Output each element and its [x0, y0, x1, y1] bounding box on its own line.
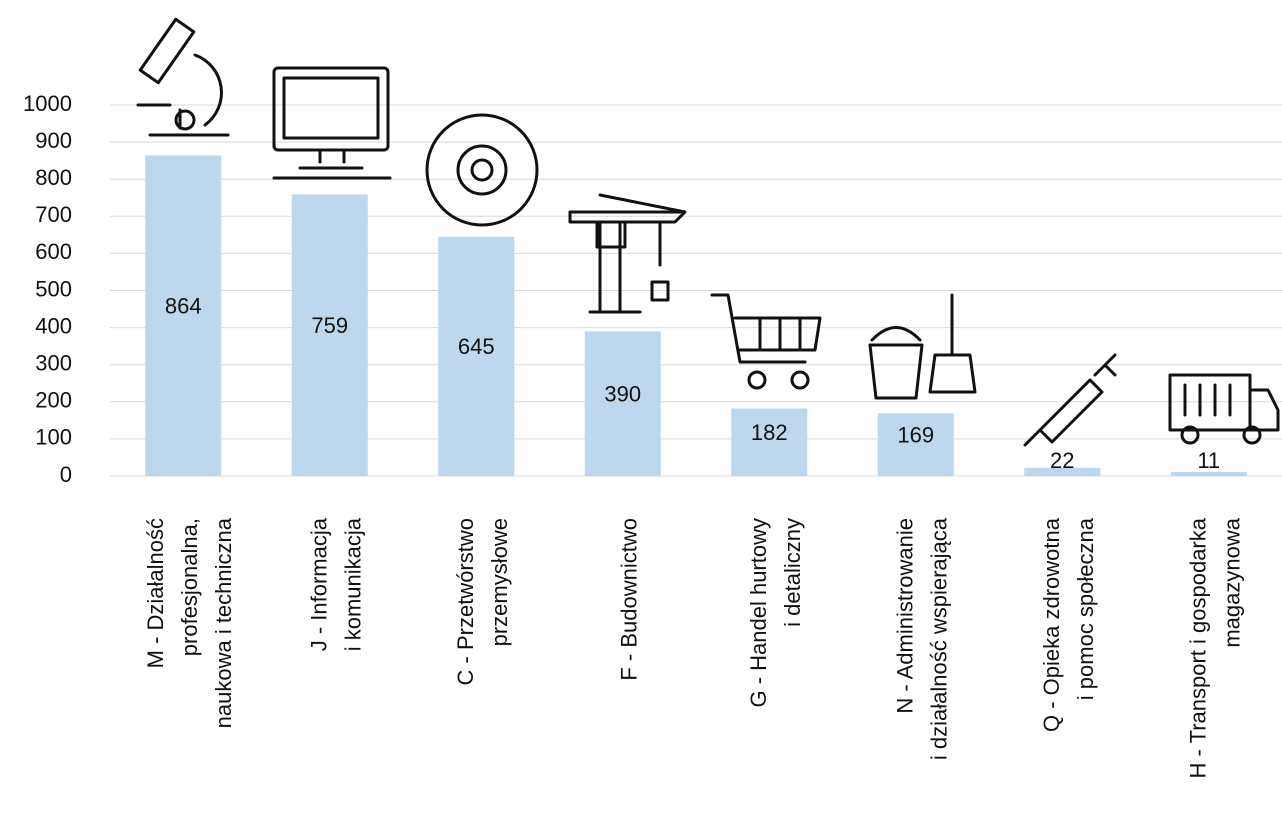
x-tick-label: M - Działalność: [143, 518, 168, 668]
x-tick-label: G - Handel hurtowy: [746, 518, 771, 708]
icon-cart: [710, 293, 822, 390]
x-tick-label: Q - Opieka zdrowotna: [1039, 517, 1064, 732]
icon-crane: [568, 193, 687, 314]
icon-computer: [272, 66, 392, 180]
y-tick-label: 400: [35, 313, 72, 338]
y-tick-label: 100: [35, 425, 72, 450]
bar: [877, 413, 954, 476]
y-tick-label: 0: [60, 462, 72, 487]
value-label: 22: [1050, 448, 1074, 473]
y-tick-label: 700: [35, 202, 72, 227]
icon-truck: [1168, 373, 1280, 445]
icon-syringe: [1023, 353, 1117, 447]
y-tick-label: 600: [35, 239, 72, 264]
x-tick-label: profesjonalna,: [177, 518, 202, 656]
x-tick-label: i pomoc społeczna: [1073, 517, 1098, 700]
x-tick-label: i detaliczny: [780, 518, 805, 627]
icons: [136, 17, 1280, 447]
bar: [1024, 467, 1101, 476]
value-label: 645: [458, 334, 495, 359]
x-tick-label: C - Przetwórstwo: [453, 518, 478, 685]
value-label: 182: [751, 420, 788, 445]
value-label: 864: [165, 294, 202, 319]
x-tick-label: J - Informacja: [307, 517, 332, 651]
value-label: 759: [311, 313, 348, 338]
x-tick-label: i działalność wspierająca: [927, 517, 952, 760]
value-label: 11: [1197, 448, 1220, 473]
plot: 0 100 200 300 400 500 600 700 800 900 1000 864 M - D…: [23, 91, 1282, 778]
bar: [438, 236, 515, 476]
y-tick-label: 800: [35, 165, 72, 190]
y-tick-label: 500: [35, 276, 72, 301]
x-tick-label: i komunikacja: [341, 517, 366, 651]
y-tick-label: 1000: [23, 91, 72, 116]
icon-microscope: [136, 17, 230, 137]
x-tick-label: H - Transport i gospodarka: [1186, 517, 1211, 778]
icon-cleaning: [868, 293, 977, 400]
value-label: 169: [897, 422, 934, 447]
icon-saw: [425, 113, 539, 227]
bar: [731, 408, 808, 476]
x-tick-label: magazynowa: [1220, 517, 1245, 647]
value-label: 390: [604, 381, 641, 406]
bar: [584, 331, 661, 476]
x-tick-label: przemysłowe: [487, 518, 512, 646]
y-tick-label: 900: [35, 128, 72, 153]
x-tick-label: naukowa i techniczna: [211, 517, 236, 728]
y-tick-label: 200: [35, 388, 72, 413]
bar: [1170, 471, 1247, 476]
x-tick-label: F - Budownictwo: [617, 518, 642, 681]
y-tick-label: 300: [35, 351, 72, 376]
bar: [145, 155, 222, 476]
bar: [291, 194, 368, 476]
x-tick-label: N - Administrowanie: [893, 518, 918, 714]
